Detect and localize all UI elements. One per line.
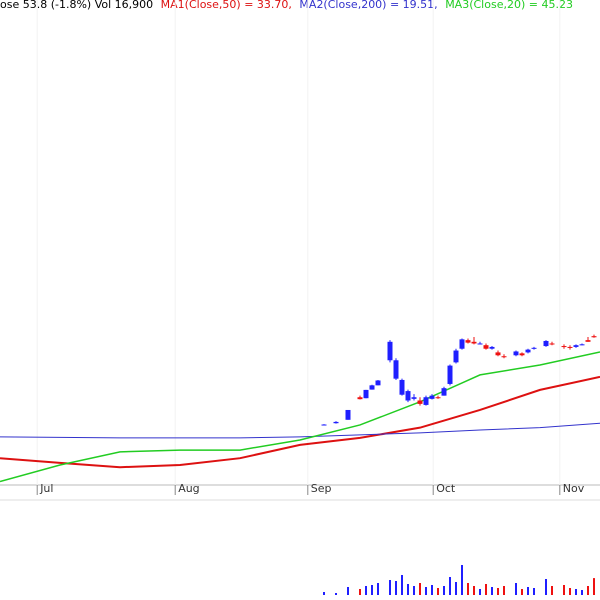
volume-bar [347, 587, 349, 595]
candle-body [501, 356, 507, 358]
candle-body [393, 360, 399, 379]
volume-bar [503, 586, 505, 595]
x-tick-label: Oct [436, 482, 456, 495]
candle-body [585, 340, 591, 342]
volume-bar [419, 583, 421, 595]
candle-body [513, 351, 519, 356]
candle-body [399, 379, 405, 395]
volume-bar [437, 588, 439, 595]
candle-body [573, 345, 579, 347]
moving-average-line [0, 422, 600, 439]
volume-bar [497, 588, 499, 595]
candle-body [489, 346, 495, 349]
volume-bar [467, 583, 469, 595]
candle-body [459, 339, 465, 349]
volume-bar [395, 581, 397, 595]
volume-bar [335, 593, 337, 595]
candle-body [495, 352, 501, 356]
volume-bar [389, 580, 391, 595]
volume-bar [551, 586, 553, 595]
candle-body [483, 345, 489, 349]
volume-bar [569, 588, 571, 595]
candle-body [471, 341, 477, 344]
volume-bar [359, 589, 361, 595]
volume-bar [515, 583, 517, 595]
candle-body [423, 397, 429, 405]
candle-body [453, 350, 459, 363]
candle-body [561, 346, 567, 348]
candle-body [411, 397, 417, 399]
candle-body [567, 346, 573, 348]
candle-body [531, 347, 537, 349]
candle-body [465, 340, 471, 343]
volume-bar [521, 589, 523, 595]
moving-average-line [0, 375, 600, 469]
legend-entry: MA2(Close,200) = 19.51, [299, 0, 437, 11]
candle-body [417, 400, 423, 404]
candle-body [345, 409, 351, 420]
volume-bar [431, 585, 433, 595]
volume-bar [449, 577, 451, 595]
candle-body [363, 389, 369, 399]
volume-bar [425, 587, 427, 595]
candle-body [357, 397, 363, 400]
volume-bar [527, 587, 529, 595]
header: ose 53.8 (-1.8%) Vol 16,900 MA1(Close,50… [0, 0, 573, 11]
volume-bar [323, 592, 325, 595]
candle-body [321, 424, 327, 426]
candle-body [429, 395, 435, 399]
candle-body [549, 343, 555, 345]
candle-body [519, 353, 525, 356]
volume-bar [587, 586, 589, 595]
volume-bar [575, 589, 577, 595]
volume-bar [413, 586, 415, 595]
volume-bar [461, 565, 463, 595]
candle-body [435, 397, 441, 399]
candle-body [387, 341, 393, 361]
candle-body [405, 391, 411, 401]
volume-bar [407, 584, 409, 595]
volume-bar [593, 578, 595, 595]
header-quote: ose 53.8 (-1.8%) Vol 16,900 [0, 0, 153, 11]
candle-body [543, 340, 549, 347]
volume-bar [485, 584, 487, 595]
legend-entry: MA1(Close,50) = 33.70, [161, 0, 292, 11]
volume-bar [371, 585, 373, 595]
x-tick-label: Nov [563, 482, 585, 495]
moving-average-line [0, 351, 600, 483]
candle-body [477, 343, 483, 345]
x-tick-label: Aug [178, 482, 199, 495]
x-tick-label: Sep [311, 482, 332, 495]
candle-body [447, 365, 453, 384]
candle-body [441, 388, 447, 396]
volume-bar [491, 587, 493, 595]
candle-body [591, 336, 597, 338]
volume-bar [563, 585, 565, 595]
volume-bar [365, 586, 367, 595]
candle-body [333, 421, 339, 424]
candle-body [525, 349, 531, 353]
volume-bar [443, 586, 445, 595]
candle-body [375, 380, 381, 386]
candle-body [369, 385, 375, 390]
volume-bar [581, 590, 583, 595]
volume-bar [545, 579, 547, 595]
volume-bar [533, 588, 535, 595]
volume-bar [455, 582, 457, 595]
volume-bar [479, 589, 481, 595]
volume-bar [473, 586, 475, 595]
candle-body [579, 344, 585, 346]
x-tick-label: Jul [39, 482, 53, 495]
legend-entry: MA3(Close,20) = 45.23 [445, 0, 573, 11]
volume-bar [401, 575, 403, 595]
volume-bar [377, 583, 379, 595]
